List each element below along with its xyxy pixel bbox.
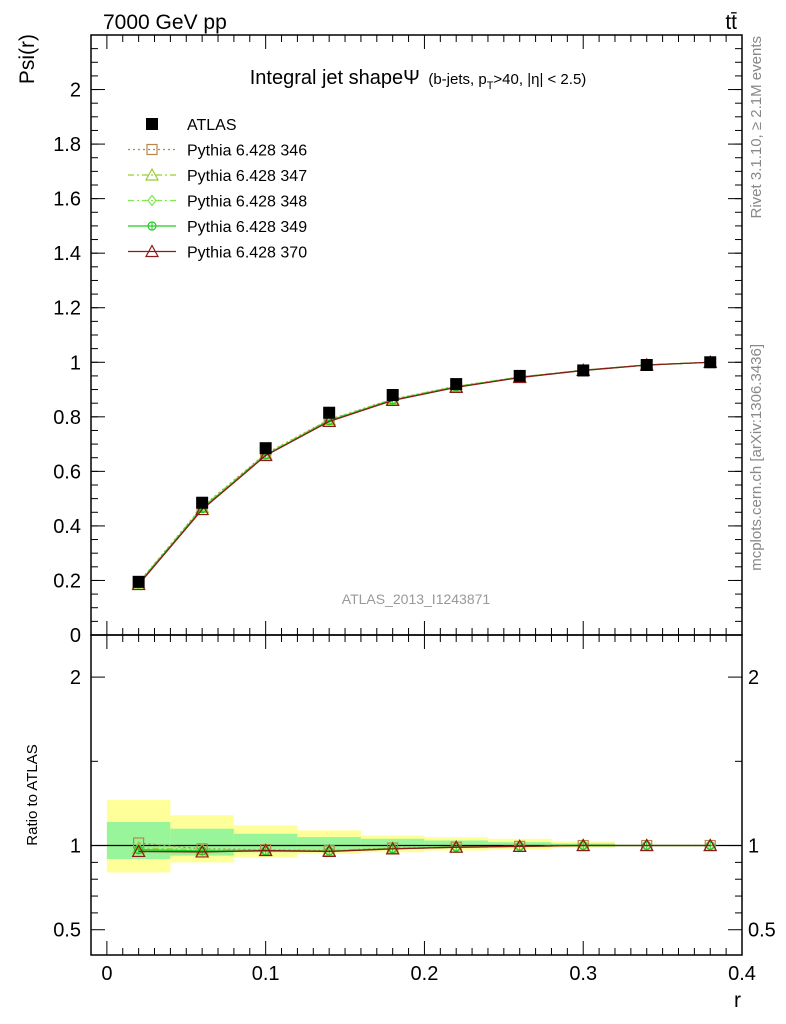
data-point-atlas	[196, 496, 209, 509]
data-point-atlas	[513, 369, 526, 382]
ratio-point-pythia-6-428-370	[639, 838, 654, 852]
legend-label-pythia-6-428-347: Pythia 6.428 347	[187, 168, 307, 185]
x-tick-label: 0.4	[728, 963, 756, 985]
chart-title: Integral jet shapeΨ (b-jets, pT>40, |η| …	[250, 67, 587, 92]
legend-marker-atlas	[146, 118, 158, 130]
legend-label-atlas: ATLAS	[187, 117, 237, 134]
upper-y-tick-label: 0.4	[53, 516, 81, 538]
series-line-pythia-6-428-370	[138, 361, 711, 585]
rivet-version-label: Rivet 3.1.10, ≥ 2.1M events	[748, 36, 765, 219]
main-plot-panel: 0 0.2 0.4 0.6 0.8 1 1.2 1.4 1.6 1.8 2	[53, 34, 743, 647]
upper-y-tick-label: 0.2	[53, 570, 81, 592]
legend-marker-pythia-6-428-370	[144, 244, 160, 258]
ratio-point-pythia-6-428-370	[322, 844, 337, 858]
x-axis-label: r	[734, 989, 741, 1012]
data-point-pythia-6-428-370	[258, 448, 273, 462]
upper-y-tick-label: 1.2	[53, 298, 81, 320]
data-point-atlas	[577, 364, 590, 377]
energy-label: 7000 GeV pp	[103, 11, 227, 34]
x-tick-label: 0.2	[411, 963, 439, 985]
series-line-pythia-6-428-347	[138, 361, 711, 584]
upper-y-tick-label: 1.4	[53, 243, 81, 265]
upper-y-tick-label: 1	[70, 352, 81, 374]
chart-title-cuts-prefix: (b-jets, p	[428, 71, 486, 88]
legend-marker-pythia-6-428-348	[147, 194, 157, 207]
upper-y-tick-label: 1.8	[53, 134, 81, 156]
data-point-atlas	[704, 356, 717, 369]
x-tick-label: 0	[101, 963, 112, 985]
data-point-pythia-6-428-370	[195, 502, 210, 516]
legend-label-pythia-6-428-348: Pythia 6.428 348	[187, 194, 307, 211]
ratio-y-tick-label-right: 0.5	[748, 920, 776, 942]
legend-label-pythia-6-428-349: Pythia 6.428 349	[187, 219, 307, 236]
data-point-atlas	[323, 406, 336, 419]
series-line-pythia-6-428-349	[138, 361, 711, 585]
lower-y-tick-label: 1	[70, 836, 81, 858]
upper-y-tick-label: 0.6	[53, 461, 81, 483]
data-point-atlas	[259, 442, 272, 455]
ratio-point-pythia-6-428-370	[576, 838, 591, 852]
lower-y-tick-label: 2	[70, 667, 81, 689]
legend: ATLAS Pythia 6.428 346 Pythia 6.428 347 Pyt…	[128, 117, 307, 262]
ratio-y-tick-label-right: 1	[748, 836, 759, 858]
lower-frame	[90, 634, 743, 956]
legend-marker-pythia-6-428-349	[147, 221, 157, 231]
data-point-atlas	[640, 359, 653, 371]
ratio-y-tick-label-right: 2	[748, 667, 759, 689]
y-axis-label: Psi(r)	[16, 34, 39, 84]
data-point-atlas	[450, 378, 463, 391]
legend-label-pythia-6-428-370: Pythia 6.428 370	[187, 245, 307, 262]
chart-title-cuts-suffix: >40, |η| < 2.5)	[493, 71, 586, 88]
x-tick-label: 0.3	[569, 963, 597, 985]
legend-marker-pythia-6-428-347	[144, 167, 160, 181]
legend-label-pythia-6-428-346: Pythia 6.428 346	[187, 143, 307, 160]
ratio-point-pythia-6-428-370	[258, 843, 273, 857]
x-tick-label: 0.1	[252, 963, 280, 985]
ratio-point-pythia-6-428-370	[703, 838, 718, 852]
chart-title-main: Integral jet shapeΨ	[250, 67, 420, 89]
upper-y-tick-label: 2	[70, 80, 81, 102]
process-label: tt̄	[725, 11, 737, 34]
chart-title-cuts-sub: T	[487, 80, 494, 92]
data-point-pythia-6-428-370	[322, 414, 337, 428]
data-point-atlas	[386, 389, 399, 401]
series-line-pythia-6-428-348	[138, 361, 711, 584]
analysis-watermark: ATLAS_2013_I1243871	[342, 591, 491, 607]
ratio-line-pythia-6-428-370	[138, 844, 711, 853]
ratio-point-pythia-6-428-370	[195, 844, 210, 858]
lower-y-tick-label: 0.5	[53, 920, 81, 942]
series-line-pythia-6-428-346	[138, 361, 711, 584]
ratio-point-pythia-6-428-370	[449, 839, 464, 853]
ratio-point-pythia-6-428-370	[385, 841, 400, 855]
upper-y-tick-label: 0.8	[53, 407, 81, 429]
ratio-plot-panel: 0 0.1 0.2 0.3 0.4 0.5 1 2 0.5 1 2	[53, 634, 776, 985]
ratio-y-axis-label: Ratio to ATLAS	[24, 744, 41, 845]
mcplots-label: mcplots.cern.ch [arXiv:1306.3436]	[748, 344, 765, 571]
data-point-atlas	[132, 575, 145, 588]
legend-marker-pythia-6-428-346	[146, 143, 158, 156]
ratio-point-pythia-6-428-370	[512, 839, 527, 852]
upper-y-tick-label: 0	[70, 625, 81, 647]
upper-y-tick-label: 1.6	[53, 189, 81, 211]
ratio-point-pythia-6-428-370	[131, 844, 146, 858]
